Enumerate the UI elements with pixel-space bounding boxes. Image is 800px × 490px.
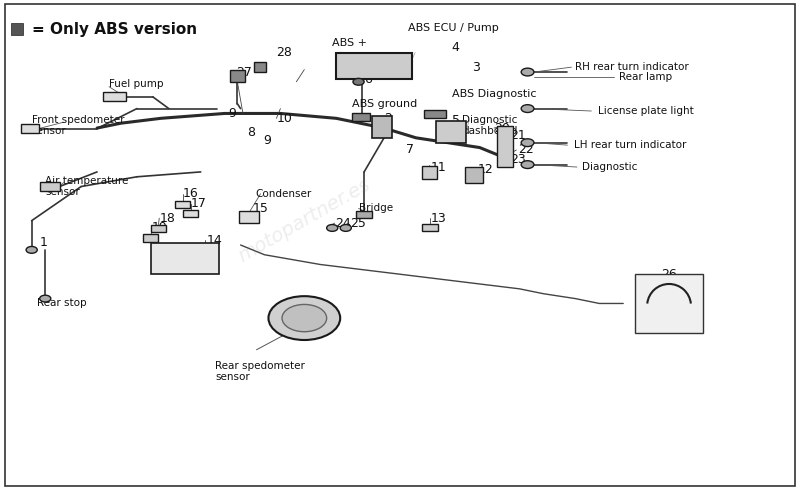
Text: ABS Diagnostic: ABS Diagnostic xyxy=(452,89,536,99)
Text: 1: 1 xyxy=(40,236,47,249)
Bar xyxy=(239,211,259,223)
Text: 4: 4 xyxy=(452,41,460,54)
Circle shape xyxy=(340,224,351,231)
Circle shape xyxy=(521,68,534,76)
Text: 3: 3 xyxy=(472,61,480,74)
Text: 20: 20 xyxy=(494,122,510,135)
Bar xyxy=(372,116,392,138)
Text: 7: 7 xyxy=(406,144,414,156)
Bar xyxy=(103,93,126,101)
Bar xyxy=(143,234,158,242)
Text: 22: 22 xyxy=(518,144,534,156)
Text: 18: 18 xyxy=(159,212,175,225)
Text: Bridge: Bridge xyxy=(358,203,393,214)
Text: 28: 28 xyxy=(277,46,292,59)
Circle shape xyxy=(521,105,534,113)
Text: 2: 2 xyxy=(384,112,392,125)
Text: ABS ground: ABS ground xyxy=(352,98,418,109)
Text: 9: 9 xyxy=(263,134,270,147)
Text: 11: 11 xyxy=(430,161,446,173)
Text: 9: 9 xyxy=(229,107,237,120)
Text: Condenser: Condenser xyxy=(255,189,311,199)
Bar xyxy=(151,243,219,274)
Text: LH rear turn indicator: LH rear turn indicator xyxy=(574,140,686,150)
Text: 26: 26 xyxy=(662,268,678,281)
Text: ABS +: ABS + xyxy=(332,38,367,48)
Bar xyxy=(352,114,370,121)
Circle shape xyxy=(353,78,364,85)
Bar xyxy=(424,110,446,118)
Text: Fuel pump: Fuel pump xyxy=(109,79,163,89)
Text: 23: 23 xyxy=(510,153,526,166)
Text: Diagnostic: Diagnostic xyxy=(582,162,637,172)
Text: 14: 14 xyxy=(207,234,223,246)
Text: 27: 27 xyxy=(237,66,253,78)
Circle shape xyxy=(521,161,534,169)
Bar xyxy=(498,125,514,167)
Bar xyxy=(254,62,266,72)
Bar xyxy=(151,224,166,232)
Text: 6: 6 xyxy=(364,73,372,86)
Text: motopartner.es: motopartner.es xyxy=(235,175,374,266)
Text: 25: 25 xyxy=(350,217,366,230)
Bar xyxy=(466,167,483,183)
Bar xyxy=(11,24,23,35)
Text: 10: 10 xyxy=(277,112,292,125)
Text: License plate light: License plate light xyxy=(598,106,694,116)
Circle shape xyxy=(269,296,340,340)
Circle shape xyxy=(40,295,51,302)
Bar xyxy=(230,70,245,82)
Text: = Only ABS version: = Only ABS version xyxy=(32,22,197,37)
Bar xyxy=(183,210,198,217)
Circle shape xyxy=(282,304,326,332)
Text: ABS ECU / Pump: ABS ECU / Pump xyxy=(408,23,498,33)
Text: 17: 17 xyxy=(191,197,207,210)
Text: Rear lamp: Rear lamp xyxy=(619,72,672,82)
Bar xyxy=(422,166,437,179)
Text: RH rear turn indicator: RH rear turn indicator xyxy=(575,62,689,72)
Text: Rear spedometer
sensor: Rear spedometer sensor xyxy=(215,361,305,383)
Text: Front spedometer
sensor: Front spedometer sensor xyxy=(32,115,124,136)
Circle shape xyxy=(26,246,38,253)
Bar xyxy=(40,182,59,192)
Text: 8: 8 xyxy=(247,126,255,140)
Text: 21: 21 xyxy=(510,129,526,142)
Text: Rear stop: Rear stop xyxy=(38,298,87,309)
Text: 24: 24 xyxy=(334,217,350,230)
Text: 15: 15 xyxy=(253,202,268,215)
Circle shape xyxy=(326,224,338,231)
Text: 12: 12 xyxy=(478,163,494,176)
Bar xyxy=(422,224,438,231)
Text: 5: 5 xyxy=(452,114,460,127)
Text: Diagnostic
dashboard: Diagnostic dashboard xyxy=(462,115,518,136)
Text: Air temperature
sensor: Air temperature sensor xyxy=(46,176,129,197)
Text: 19: 19 xyxy=(151,221,167,234)
Text: 13: 13 xyxy=(430,212,446,225)
Bar xyxy=(635,274,703,333)
Text: 16: 16 xyxy=(183,187,199,200)
Circle shape xyxy=(521,139,534,147)
Bar xyxy=(356,211,372,218)
Bar xyxy=(436,121,466,143)
Bar xyxy=(22,124,39,133)
Bar xyxy=(175,201,190,208)
Bar xyxy=(336,52,412,79)
